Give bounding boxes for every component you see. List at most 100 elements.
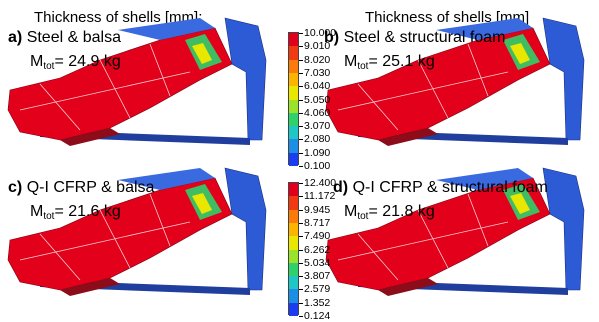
panel-d-mesh-lines	[337, 193, 509, 281]
colorbar-top-tick-mark	[299, 126, 303, 128]
panel-a-rear-frame	[224, 17, 267, 141]
panel-b-material: Steel & structural foam	[343, 29, 506, 46]
panel-c-mass: Mtot= 21.6 kg	[30, 203, 121, 222]
colorbar-top-color-band	[289, 59, 298, 74]
panel-c-rear-frame	[224, 167, 267, 291]
colorbar-top-tick-mark	[299, 152, 303, 154]
colorbar-top-tick-label: 8.020	[304, 53, 331, 66]
panel-d-stress-core	[510, 193, 530, 214]
colorbar-top-tick-mark	[299, 139, 303, 141]
colorbar-top-tick-mark	[299, 46, 303, 48]
panel-b-mesh-lines	[337, 43, 509, 131]
panel-b-mass: Mtot= 25.1 kg	[344, 53, 435, 72]
colorbar-top-tick-label: 3.070	[304, 120, 331, 133]
colorbar-top-tick-label: 5.050	[304, 93, 331, 106]
colorbar-bottom-tick-label: 8.717	[304, 216, 331, 229]
colorbar-top-color-band	[289, 152, 298, 167]
colorbar-bottom-tick-mark	[299, 289, 303, 291]
colorbar-bottom-tick-label: 0.124	[304, 310, 331, 322]
colorbar-bottom-tick-label: 6.262	[304, 243, 331, 256]
colorbar-bottom-tick-label: 9.945	[304, 203, 331, 216]
colorbar-bottom-tick-mark	[299, 262, 303, 264]
colorbar-top-tick-mark	[299, 33, 303, 34]
colorbar-bottom	[288, 182, 299, 317]
panel-b-caption: b) Steel & structural foam	[324, 30, 505, 46]
colorbar-top-tick-label: 0.100	[304, 160, 331, 172]
panel-b-letter: b)	[324, 29, 340, 46]
panel-b-mass-value: = 25.1 kg	[368, 53, 435, 70]
panel-c-stress-core	[192, 193, 212, 214]
colorbar-top-color-band	[289, 112, 298, 127]
colorbar-top-tick-mark	[299, 72, 303, 74]
colorbar-bottom-tick-label: 7.490	[304, 230, 331, 243]
colorbar-top-tick-label: 9.010	[304, 40, 331, 53]
colorbar-bottom-color-band	[289, 249, 298, 264]
panel-a-caption: a) Steel & balsa	[8, 30, 121, 46]
left-header: Thickness of shells [mm];	[34, 9, 203, 26]
colorbar-top	[288, 32, 299, 167]
colorbar-bottom-tick-mark	[299, 316, 303, 317]
colorbar-top-tick-label: 4.060	[304, 106, 331, 119]
panel-a-mesh-lines	[19, 43, 191, 131]
colorbar-top-tick-mark	[299, 99, 303, 101]
mass-subscript: tot	[357, 211, 369, 222]
colorbar-top-color-band	[289, 46, 298, 61]
panel-b-rear-frame	[542, 17, 585, 141]
colorbar-top-color-band	[289, 72, 298, 87]
panel-d-material: Q-I CFRP & structural foam	[352, 179, 548, 196]
panel-d-top-rib	[436, 168, 533, 190]
colorbar-top-tick-label: 1.090	[304, 146, 331, 159]
panel-c-mass-value: = 21.6 kg	[54, 203, 121, 220]
panel-a-material: Steel & balsa	[26, 29, 121, 46]
mass-subscript: tot	[43, 61, 55, 72]
colorbar-top-tick-label: 2.080	[304, 133, 331, 146]
colorbar-bottom-tick-label: 3.807	[304, 270, 331, 283]
colorbar-bottom-tick-mark	[299, 196, 303, 198]
colorbar-bottom-tick-label: 11.172	[304, 190, 336, 203]
panel-c-letter: c)	[8, 179, 23, 196]
colorbar-top-tick-mark	[299, 166, 303, 167]
panel-b-lower-lip	[378, 128, 438, 146]
colorbar-bottom-tick-mark	[299, 302, 303, 304]
colorbar-bottom-color-band	[289, 236, 298, 250]
colorbar-bottom-color-band	[289, 222, 298, 237]
panel-c-caption: c) Q-I CFRP & balsa	[8, 180, 154, 196]
panel-a-mass-value: = 24.9 kg	[54, 53, 121, 70]
colorbar-bottom-tick-label: 12.400	[304, 177, 337, 189]
colorbar-top-color-band	[289, 33, 298, 47]
panel-b-top-rib	[436, 18, 533, 40]
right-header: Thickness of shells [mm]	[365, 9, 530, 26]
colorbar-bottom-color-band	[289, 276, 298, 290]
colorbar-bottom-tick-mark	[299, 222, 303, 224]
panel-c-mesh-lines	[19, 193, 191, 281]
colorbar-bottom-tick-label: 2.579	[304, 283, 331, 296]
colorbar-bottom-tick-mark	[299, 209, 303, 211]
colorbar-top-color-band	[289, 126, 298, 140]
colorbar-bottom-color-band	[289, 289, 298, 304]
colorbar-bottom-tick-mark	[299, 276, 303, 278]
colorbar-bottom-color-band	[289, 209, 298, 224]
colorbar-bottom-color-band	[289, 262, 298, 277]
colorbar-top-color-band	[289, 139, 298, 154]
colorbar-top-tick-mark	[299, 112, 303, 114]
mass-subscript: tot	[43, 211, 55, 222]
colorbar-top-tick-label: 10.000	[304, 27, 337, 39]
panel-d-mass: Mtot= 21.8 kg	[344, 203, 435, 222]
panel-a-mass: Mtot= 24.9 kg	[30, 53, 121, 72]
panel-d-mass-value: = 21.8 kg	[368, 203, 435, 220]
colorbar-bottom-color-band	[289, 183, 298, 197]
colorbar-top-tick-label: 6.040	[304, 80, 331, 93]
colorbar-top-color-band	[289, 86, 298, 100]
panel-a-letter: a)	[8, 29, 23, 46]
panel-d-lower-lip	[378, 278, 438, 296]
panel-c-lower-lip	[60, 278, 120, 296]
colorbar-top-color-band	[289, 99, 298, 114]
panel-d-letter: d)	[333, 179, 349, 196]
colorbar-bottom-color-band	[289, 196, 298, 211]
panel-a-lower-lip	[60, 128, 120, 146]
panel-c-top-rib	[118, 168, 215, 190]
panel-a-stress-core	[192, 43, 212, 64]
colorbar-bottom-color-band	[289, 302, 298, 317]
colorbar-bottom-tick-mark	[299, 183, 303, 184]
